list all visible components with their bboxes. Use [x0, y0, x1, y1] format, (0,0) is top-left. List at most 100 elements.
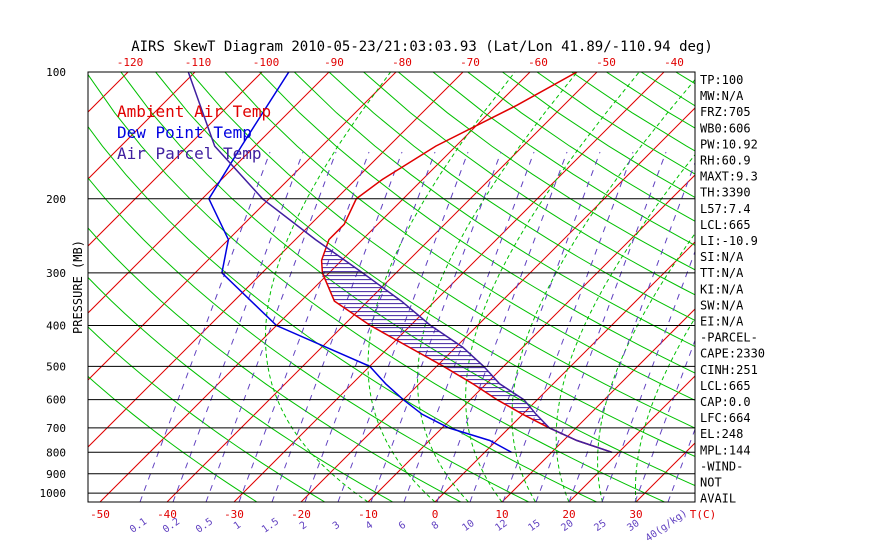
info-line: NOT — [700, 476, 722, 490]
pressure-tick-label: 300 — [46, 267, 66, 280]
top-axis-label: -70 — [460, 56, 480, 69]
bottom-temp-label: -50 — [90, 508, 110, 521]
top-axis-label: -120 — [117, 56, 144, 69]
dry-adiabat-line — [88, 276, 394, 502]
dry-adiabat-line — [397, 72, 695, 271]
info-line: SW:N/A — [700, 298, 744, 312]
moist-adiabat-line — [417, 72, 578, 502]
dry-adiabat-line — [88, 177, 529, 502]
top-axis-label: -50 — [596, 56, 616, 69]
bottom-temp-label: 30 — [629, 508, 642, 521]
series-line-air-parcel-temp — [187, 72, 613, 454]
info-line: -PARCEL- — [700, 331, 758, 345]
mixing-ratio-label: 10 — [460, 518, 476, 534]
mixing-ratio-line — [469, 151, 601, 502]
mixing-ratio-line — [436, 151, 568, 502]
info-line: AVAIL — [700, 492, 736, 506]
info-line: LI:-10.9 — [700, 234, 758, 248]
info-line: MAXT:9.3 — [700, 170, 758, 184]
mixing-ratio-line — [304, 151, 436, 502]
mixing-ratio-label: 40(g/kg) — [644, 508, 690, 545]
legend-entry: Ambient Air Temp — [117, 102, 271, 121]
dry-adiabat-line — [224, 72, 695, 401]
top-axis-label: -100 — [253, 56, 280, 69]
bottom-temp-label: 20 — [562, 508, 575, 521]
isotherm-line — [300, 107, 695, 502]
isotherm-line — [434, 241, 695, 502]
mixing-ratio-line — [238, 151, 370, 502]
isotherm-line — [0, 72, 61, 502]
dry-adiabat-line — [88, 326, 326, 502]
bottom-temp-label: -30 — [224, 508, 244, 521]
info-line: CAP:0.0 — [700, 395, 751, 409]
top-axis-label: -40 — [664, 56, 684, 69]
mixing-ratio-label: 0.5 — [194, 516, 215, 535]
isotherm-line — [568, 375, 695, 502]
dry-adiabat-line — [467, 72, 695, 222]
bottom-temp-label: 10 — [495, 508, 508, 521]
pressure-tick-label: 800 — [46, 446, 66, 459]
moist-adiabat-line — [555, 153, 695, 502]
moist-adiabat-line — [264, 72, 392, 502]
pressure-tick-label: 500 — [46, 360, 66, 373]
pressure-tick-label: 400 — [46, 320, 66, 333]
dry-adiabat-line — [88, 125, 597, 502]
mixing-ratio-line — [403, 151, 535, 502]
bottom-temp-label: T(C) — [690, 508, 717, 521]
pressure-tick-label: 1000 — [40, 487, 67, 500]
bottom-temp-label: -20 — [291, 508, 311, 521]
isotherm-line — [88, 72, 397, 381]
chart-title: AIRS SkewT Diagram 2010-05-23/21:03:03.9… — [131, 39, 713, 55]
mixing-ratio-label: 1 — [232, 520, 243, 532]
top-axis-label: -80 — [392, 56, 412, 69]
isotherm-line — [233, 72, 665, 502]
mixing-ratio-label: 3 — [331, 520, 342, 532]
mixing-ratio-line — [205, 151, 337, 502]
info-line: PW:10.92 — [700, 137, 758, 151]
cape-hatch — [321, 247, 550, 429]
series-line-ambient-air-temp — [320, 72, 613, 454]
mixing-ratio-line — [535, 151, 667, 502]
info-line: CINH:251 — [700, 363, 758, 377]
dry-adiabat-line — [502, 72, 695, 198]
info-line: -WIND- — [700, 459, 743, 473]
info-line: LCL:665 — [700, 218, 751, 232]
dry-adiabat-line — [88, 375, 258, 502]
dry-adiabat-line — [293, 72, 695, 348]
mixing-ratio-label: 2 — [298, 520, 309, 532]
info-line: SI:N/A — [700, 250, 744, 264]
info-line: RH:60.9 — [700, 154, 751, 168]
mixing-ratio-line — [370, 151, 502, 502]
pressure-tick-label: 100 — [46, 66, 66, 79]
mixing-ratio-label: 25 — [592, 518, 608, 534]
legend-entry: Air Parcel Temp — [117, 144, 262, 163]
info-line: TP:100 — [700, 73, 743, 87]
mixing-ratio-line — [337, 151, 469, 502]
moist-adiabat-line — [597, 232, 695, 502]
dry-adiabat-line — [189, 72, 695, 429]
mixing-ratio-line — [667, 427, 695, 502]
isotherm-line — [88, 72, 196, 180]
info-line: MW:N/A — [700, 89, 744, 103]
info-line: LCL:665 — [700, 379, 751, 393]
pressure-tick-label: 700 — [46, 422, 66, 435]
mixing-ratio-label: 15 — [526, 518, 542, 534]
dry-adiabat-line — [88, 227, 461, 502]
isotherm-line — [770, 72, 870, 502]
mixing-ratio-label: 4 — [364, 520, 375, 532]
mixing-ratio-line — [139, 151, 271, 502]
info-line: KI:N/A — [700, 282, 744, 296]
mixing-ratio-line — [172, 151, 304, 502]
pressure-tick-label: 900 — [46, 468, 66, 481]
dry-adiabat-line — [328, 72, 695, 321]
top-axis-label: -110 — [185, 56, 212, 69]
dry-adiabat-line — [363, 72, 695, 296]
moist-adiabat-line — [635, 317, 695, 502]
isotherm-line — [88, 72, 263, 247]
isotherm-line — [88, 72, 330, 314]
top-axis-label: -90 — [324, 56, 344, 69]
mixing-ratio-line — [634, 339, 695, 502]
mixing-ratio-label: 1.5 — [260, 516, 281, 535]
